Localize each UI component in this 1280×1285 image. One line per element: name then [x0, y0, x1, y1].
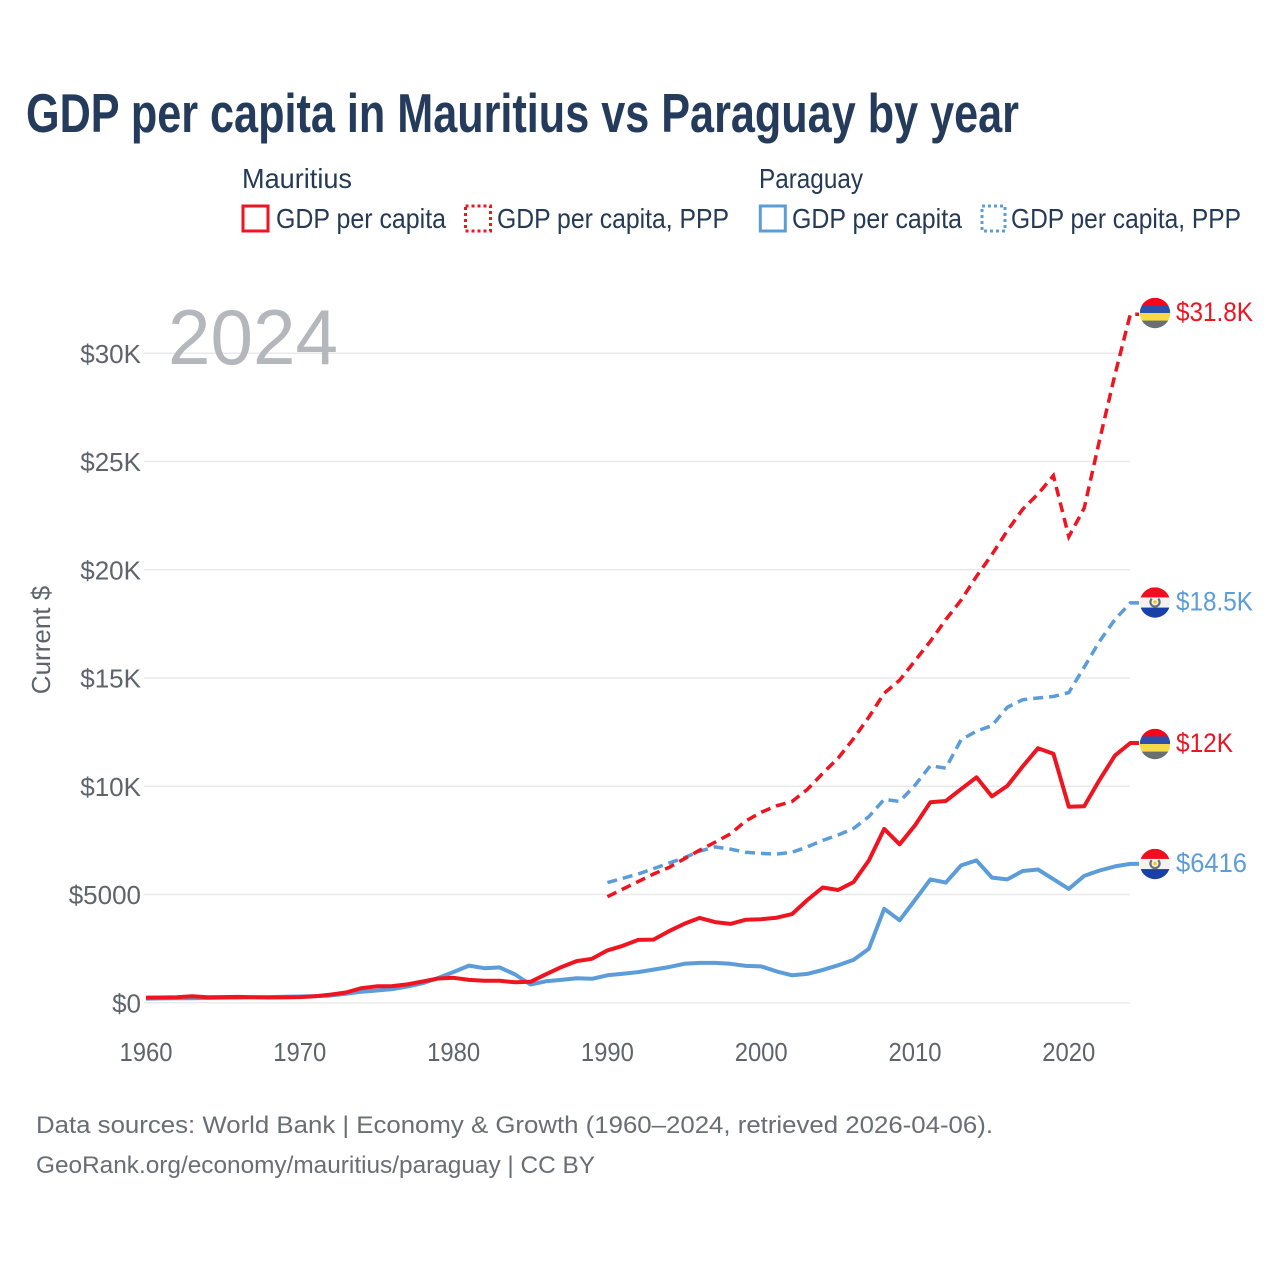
- svg-text:$20K: $20K: [80, 555, 141, 585]
- svg-text:Mauritius: Mauritius: [242, 163, 352, 194]
- svg-text:1980: 1980: [427, 1037, 480, 1067]
- svg-text:$10K: $10K: [80, 772, 141, 802]
- svg-text:1990: 1990: [581, 1037, 634, 1067]
- svg-text:2010: 2010: [889, 1037, 942, 1067]
- svg-text:GeoRank.org/economy/mauritius/: GeoRank.org/economy/mauritius/paraguay |…: [36, 1152, 595, 1179]
- svg-text:Paraguay: Paraguay: [759, 163, 863, 194]
- svg-text:GDP per capita: GDP per capita: [792, 203, 962, 234]
- svg-text:$12K: $12K: [1176, 728, 1233, 758]
- svg-text:GDP per capita, PPP: GDP per capita, PPP: [1011, 203, 1241, 234]
- svg-text:$5000: $5000: [69, 880, 141, 910]
- svg-text:Current $: Current $: [26, 585, 56, 694]
- svg-text:$6416: $6416: [1176, 848, 1247, 878]
- svg-text:GDP per capita in Mauritius vs: GDP per capita in Mauritius vs Paraguay …: [26, 82, 1019, 144]
- svg-text:$25K: $25K: [80, 447, 141, 477]
- svg-text:1960: 1960: [120, 1037, 173, 1067]
- svg-text:$0: $0: [112, 988, 141, 1018]
- svg-text:$18.5K: $18.5K: [1176, 587, 1253, 617]
- svg-text:$15K: $15K: [80, 664, 141, 694]
- svg-text:1970: 1970: [273, 1037, 326, 1067]
- svg-text:$30K: $30K: [80, 339, 141, 369]
- svg-text:2000: 2000: [735, 1037, 788, 1067]
- svg-text:GDP per capita: GDP per capita: [276, 203, 446, 234]
- svg-text:2020: 2020: [1042, 1037, 1095, 1067]
- svg-text:GDP per capita, PPP: GDP per capita, PPP: [497, 203, 729, 234]
- svg-text:2024: 2024: [168, 293, 338, 381]
- svg-text:$31.8K: $31.8K: [1176, 297, 1253, 327]
- svg-text:Data sources: World Bank | Eco: Data sources: World Bank | Economy & Gro…: [36, 1112, 993, 1139]
